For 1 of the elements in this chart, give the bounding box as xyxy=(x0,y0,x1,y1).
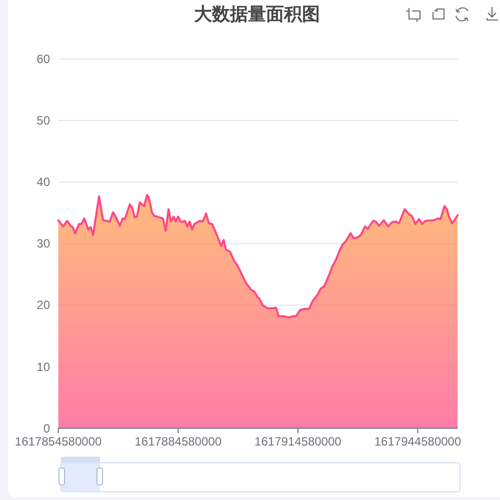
title: 大数据量面积图 xyxy=(194,4,320,24)
